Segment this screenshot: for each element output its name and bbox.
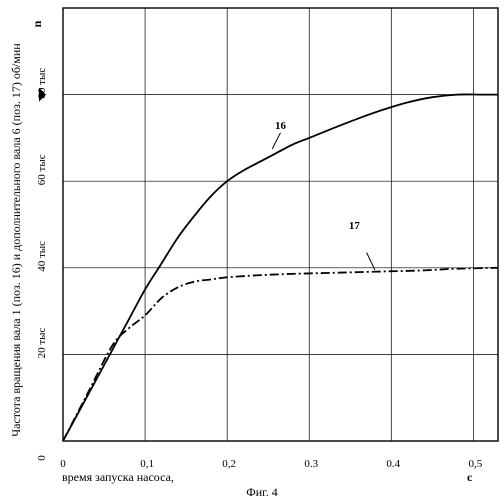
y-axis-label: Частота вращения вала 1 (поз. 16) и допо… [9,43,23,437]
x-tick-label-5: 0,5 [469,458,483,470]
x-tick-label-3: 0.3 [304,458,318,470]
tick-labels: 00,10,20.30.40,5020 тыс40 тыс60 тыс80 ты… [36,68,483,470]
series-leader-16 [272,133,280,149]
plot-frame [63,8,498,441]
x-tick-label-2: 0,2 [222,458,236,470]
y-tick-label-2: 40 тыс [36,241,48,272]
series-label-16: 16 [275,120,287,132]
grid [63,8,498,441]
y-tick-label-1: 20 тыс [36,327,48,358]
series-labels: 1617 [272,120,375,270]
y-tick-label-0: 0 [36,455,48,461]
x-tick-label-1: 0,1 [140,458,154,470]
y-axis-unit: n [30,20,44,27]
series-label-17: 17 [349,220,361,232]
x-tick-label-0: 0 [60,458,66,470]
series-leader-17 [367,253,375,270]
x-axis-label: время запуска насоса, [62,470,174,484]
x-axis-unit: с [467,470,473,484]
y-tick-label-3: 60 тыс [36,154,48,185]
figure-caption: Фиг. 4 [246,485,277,499]
x-tick-label-4: 0.4 [386,458,400,470]
